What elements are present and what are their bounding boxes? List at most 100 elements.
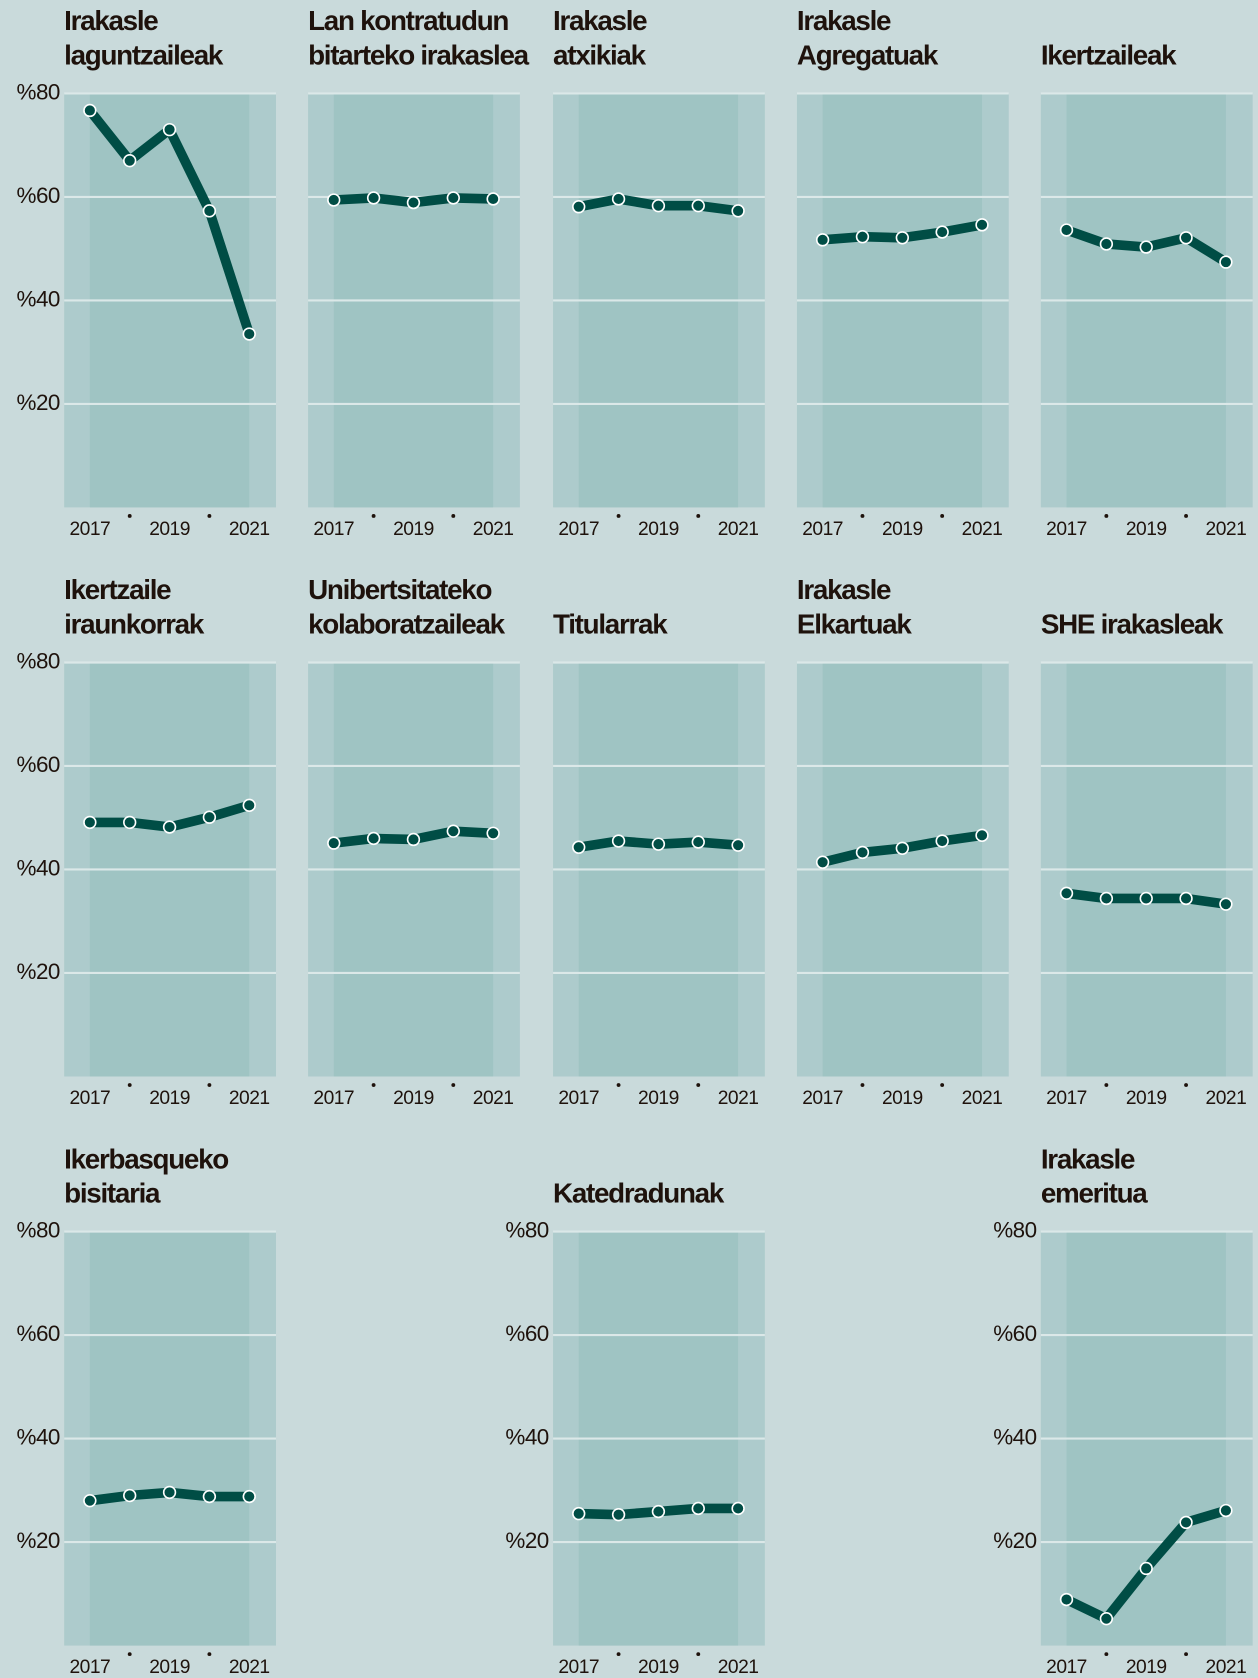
marker [935, 834, 949, 848]
x-tick-label: 2017 [70, 1088, 111, 1109]
x-tick-dot [1184, 1083, 1188, 1087]
marker [406, 832, 421, 847]
marker [1219, 255, 1233, 269]
x-tick-label: 2021 [962, 1088, 1003, 1109]
chart-title: kolaboratzaileak [308, 608, 506, 639]
y-tick-label: %80 [993, 1218, 1036, 1243]
marker [731, 204, 745, 218]
marker [691, 835, 705, 849]
marker [1139, 1561, 1153, 1576]
x-tick-label: 2019 [149, 1657, 190, 1678]
y-tick-label: %60 [993, 1321, 1036, 1346]
y-tick-label: %40 [505, 1425, 548, 1450]
chart-title: Katedradunak [553, 1178, 725, 1209]
x-tick-label: 2021 [1206, 1657, 1247, 1678]
chart-title: bisitaria [64, 1178, 161, 1209]
x-tick-dot [1104, 514, 1109, 518]
x-tick-label: 2021 [1206, 1088, 1247, 1109]
y-tick-label: %60 [17, 752, 60, 777]
x-tick-dot [616, 514, 621, 518]
y-tick-label: %60 [17, 1321, 60, 1346]
marker [83, 1493, 97, 1508]
marker [327, 836, 341, 850]
marker [1179, 1515, 1193, 1530]
marker [815, 233, 830, 247]
x-tick-dot [696, 1083, 701, 1087]
chart-title: Irakasle [797, 574, 891, 605]
chart-title: atxikiak [553, 39, 647, 70]
x-tick-dot [616, 1083, 621, 1087]
marker [611, 192, 626, 206]
y-tick-label: %40 [993, 1425, 1036, 1450]
x-tick-dot [1184, 514, 1188, 518]
y-tick-label: %20 [505, 1528, 548, 1553]
x-tick-dot [371, 1083, 376, 1087]
y-tick-label: %40 [17, 1425, 60, 1450]
chart-title: Lan kontratudun [308, 5, 508, 36]
marker [1139, 240, 1153, 254]
x-tick-dot [127, 1083, 132, 1087]
x-tick-label: 2017 [558, 519, 599, 540]
x-tick-label: 2019 [149, 1088, 190, 1109]
marker [855, 230, 870, 244]
chart-title: Irakasle [64, 5, 158, 36]
marker [327, 193, 341, 207]
marker [975, 828, 989, 843]
marker [1099, 1611, 1114, 1626]
marker [123, 815, 137, 830]
marker [366, 831, 381, 846]
chart-title: emeritua [1041, 1178, 1148, 1209]
chart-title: bitarteko irakaslea [308, 39, 530, 70]
marker [855, 845, 870, 860]
x-tick-dot [127, 514, 132, 518]
x-tick-label: 2019 [149, 519, 190, 540]
x-tick-label: 2019 [882, 1088, 923, 1109]
x-tick-label: 2019 [1126, 1088, 1167, 1109]
x-tick-label: 2021 [718, 519, 759, 540]
marker [611, 834, 626, 848]
x-tick-label: 2017 [802, 519, 843, 540]
x-tick-label: 2019 [1126, 1657, 1167, 1678]
y-tick-label: %60 [505, 1321, 548, 1346]
x-tick-label: 2017 [558, 1657, 599, 1678]
x-tick-label: 2021 [229, 519, 270, 540]
marker [895, 231, 910, 245]
marker [975, 218, 989, 232]
marker [242, 327, 256, 341]
chart-title: Irakasle [1041, 1143, 1135, 1174]
chart-title: laguntzaileak [64, 39, 224, 70]
marker [446, 824, 460, 838]
chart-title: Ikertzaileak [1041, 39, 1177, 70]
marker [486, 826, 500, 840]
x-tick-dot [451, 1083, 456, 1087]
y-tick-label: %60 [17, 183, 60, 208]
marker [83, 103, 97, 118]
x-tick-label: 2021 [473, 519, 514, 540]
x-tick-label: 2017 [70, 1657, 111, 1678]
y-tick-label: %20 [17, 959, 60, 984]
marker [1139, 891, 1153, 906]
marker [162, 1485, 177, 1500]
marker [651, 1504, 666, 1519]
marker [486, 192, 500, 206]
x-tick-label: 2021 [229, 1088, 270, 1109]
marker [815, 855, 830, 869]
x-tick-label: 2021 [229, 1657, 270, 1678]
marker [1059, 1592, 1074, 1607]
x-tick-label: 2019 [1126, 519, 1167, 540]
x-tick-label: 2017 [1046, 519, 1087, 540]
chart-title: iraunkorrak [64, 608, 205, 639]
marker [572, 200, 586, 214]
marker [691, 199, 705, 213]
x-tick-dot [1104, 1083, 1109, 1087]
x-tick-label: 2021 [1206, 519, 1247, 540]
marker [1059, 886, 1074, 900]
x-tick-dot [696, 1652, 701, 1657]
marker [162, 122, 177, 137]
marker [123, 1488, 137, 1503]
y-tick-label: %20 [17, 390, 60, 415]
y-tick-label: %20 [993, 1528, 1036, 1553]
y-tick-label: %40 [17, 286, 60, 311]
x-tick-label: 2021 [473, 1088, 514, 1109]
